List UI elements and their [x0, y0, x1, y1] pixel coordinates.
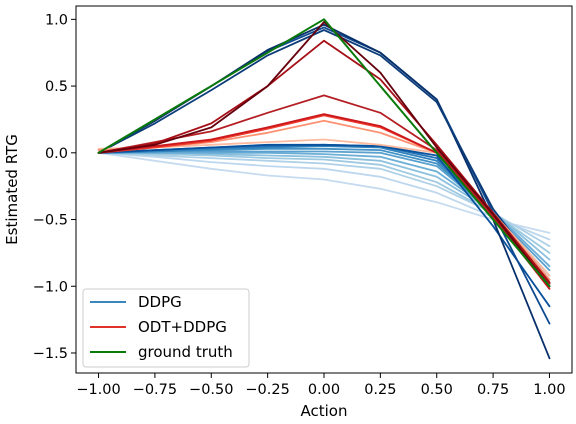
series-line-ddpg-5 — [97, 151, 551, 268]
legend-label: DDPG — [138, 293, 182, 311]
x-tick-label: −0.50 — [189, 382, 233, 398]
legend-label: ground truth — [138, 343, 233, 361]
series-line-ddpg-10 — [97, 143, 551, 308]
x-tick-label: 0.00 — [308, 382, 340, 398]
series-line-odt-ddpg-20 — [97, 21, 551, 288]
y-axis: −1.5 −1.0 −0.5 0.0 0.5 1.0 — [33, 12, 76, 362]
y-tick-label: −1.5 — [33, 346, 68, 362]
y-tick-label: −1.0 — [33, 279, 68, 295]
series-line-ddpg-13 — [97, 29, 551, 285]
series-line-ddpg-11 — [97, 26, 551, 325]
y-tick-label: −0.5 — [33, 213, 68, 229]
series-line-ground-truth-21 — [97, 18, 551, 288]
y-axis-label: Estimated RTG — [3, 134, 21, 245]
legend-label: ODT+DDPG — [138, 318, 227, 336]
y-tick-label: 0.5 — [45, 79, 68, 95]
series-layer — [97, 18, 551, 360]
x-tick-label: 0.50 — [421, 382, 453, 398]
x-tick-label: −1.00 — [76, 382, 120, 398]
x-axis-label: Action — [301, 402, 348, 420]
x-tick-label: 0.25 — [364, 382, 396, 398]
x-axis: −1.00 −0.75 −0.50 −0.25 0.00 0.25 0.50 0.75 1.00 — [76, 373, 566, 398]
y-tick-label: 1.0 — [45, 12, 68, 28]
x-tick-label: −0.75 — [133, 382, 177, 398]
series-line-odt-ddpg-19 — [97, 39, 551, 284]
x-tick-label: 0.75 — [477, 382, 509, 398]
y-tick-label: 0.0 — [45, 146, 68, 162]
legend-box — [82, 288, 250, 368]
x-tick-label: −0.25 — [245, 382, 289, 398]
series-line-odt-ddpg-17 — [97, 113, 551, 290]
series-line-ddpg-0 — [97, 151, 551, 234]
legend: DDPG ODT+DDPG ground truth — [82, 288, 250, 368]
x-tick-label: 1.00 — [533, 382, 565, 398]
series-line-ddpg-1 — [97, 151, 551, 241]
